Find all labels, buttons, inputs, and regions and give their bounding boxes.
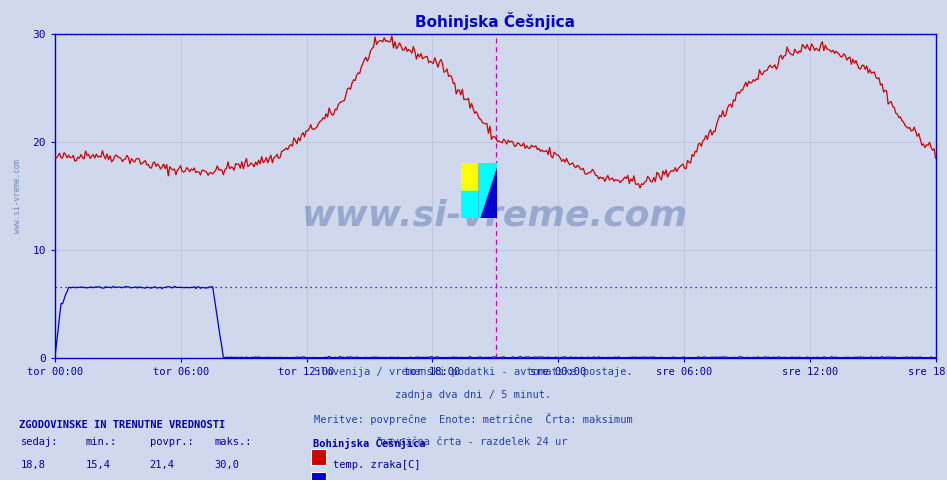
Text: 21,4: 21,4 [150, 460, 174, 470]
Text: sedaj:: sedaj: [21, 437, 59, 447]
Text: maks.:: maks.: [214, 437, 252, 447]
Polygon shape [479, 163, 497, 218]
Polygon shape [479, 163, 497, 218]
Text: www.si-vreme.com: www.si-vreme.com [13, 158, 23, 233]
Title: Bohinjska Češnjica: Bohinjska Češnjica [416, 12, 575, 30]
Text: Meritve: povprečne  Enote: metrične  Črta: maksimum: Meritve: povprečne Enote: metrične Črta:… [314, 413, 633, 425]
Polygon shape [479, 163, 497, 218]
Text: povpr.:: povpr.: [150, 437, 193, 447]
Text: www.si-vreme.com: www.si-vreme.com [302, 198, 688, 232]
Bar [479, 163, 497, 218]
Text: zadnja dva dni / 5 minut.: zadnja dva dni / 5 minut. [396, 390, 551, 400]
Text: Slovenija / vremenski podatki - avtomatske postaje.: Slovenija / vremenski podatki - avtomats… [314, 367, 633, 377]
Text: min.:: min.: [85, 437, 116, 447]
Text: 15,4: 15,4 [85, 460, 110, 470]
Text: 18,8: 18,8 [21, 460, 45, 470]
Polygon shape [461, 163, 479, 191]
Text: Bohinjska Češnjica: Bohinjska Češnjica [313, 437, 425, 449]
Text: ZGODOVINSKE IN TRENUTNE VREDNOSTI: ZGODOVINSKE IN TRENUTNE VREDNOSTI [19, 420, 225, 430]
Polygon shape [461, 191, 479, 218]
Text: temp. zraka[C]: temp. zraka[C] [333, 460, 420, 470]
Text: 30,0: 30,0 [214, 460, 239, 470]
Text: navpična črta - razdelek 24 ur: navpična črta - razdelek 24 ur [380, 436, 567, 447]
